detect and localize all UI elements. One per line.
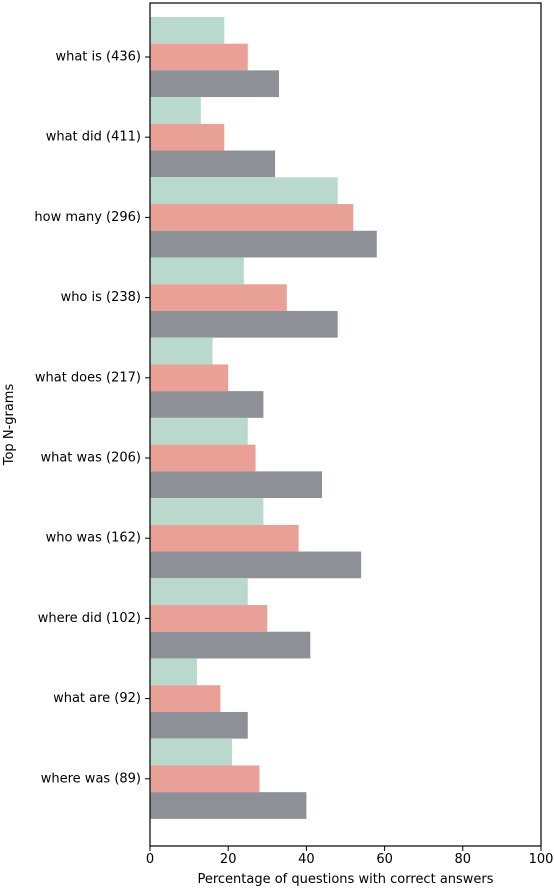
bar-2-7 (150, 524, 299, 552)
y-tick-label: what does (217) (35, 370, 141, 385)
x-tick-label: 80 (455, 852, 472, 867)
bar-3-6 (150, 471, 323, 499)
x-axis-label: Percentage of questions with correct ans… (197, 872, 493, 887)
y-tick-label: who is (238) (61, 290, 141, 305)
bar-2-4 (150, 284, 287, 311)
bar-2-9 (150, 685, 221, 712)
bar-1-4 (150, 257, 244, 285)
bar-3-8 (150, 631, 311, 659)
y-axis-label: Top N-grams (2, 384, 17, 467)
bar-3-7 (150, 551, 362, 579)
y-tick-label: what was (206) (40, 451, 141, 466)
bar-1-10 (150, 738, 233, 766)
bar-1-7 (150, 498, 264, 525)
x-tick-label: 40 (298, 852, 315, 867)
y-tick-label: where was (89) (41, 771, 141, 786)
y-tick-label: what are (92) (53, 691, 141, 706)
bar-1-6 (150, 417, 248, 445)
bar-3-5 (150, 391, 264, 418)
bar-1-1 (150, 16, 225, 44)
bar-2-6 (150, 444, 256, 472)
x-tick-label: 0 (146, 852, 154, 867)
bar-2-3 (150, 204, 354, 231)
bar-3-3 (150, 230, 377, 258)
y-tick-label: where did (102) (38, 611, 141, 626)
bar-2-10 (150, 765, 260, 793)
y-tick-label: how many (296) (34, 210, 141, 225)
x-axis: 0 20 40 60 80 100 (146, 846, 554, 867)
bar-1-9 (150, 658, 197, 686)
bar-2-2 (150, 123, 225, 151)
bar-2-5 (150, 364, 229, 392)
bar-1-8 (150, 578, 248, 606)
bar-3-9 (150, 711, 248, 739)
bar-1-5 (150, 337, 213, 365)
x-tick-label: 60 (376, 852, 393, 867)
bar-1-3 (150, 177, 338, 205)
x-tick-label: 20 (220, 852, 237, 867)
bar-3-1 (150, 70, 280, 98)
bar-3-2 (150, 150, 276, 178)
plot-frame (149, 2, 542, 847)
y-tick-label: who was (162) (46, 531, 141, 546)
y-tick-label: what is (436) (55, 50, 141, 65)
bar-1-2 (150, 97, 201, 124)
bar-2-8 (150, 605, 268, 632)
x-tick-label: 100 (529, 852, 554, 867)
bar-3-4 (150, 310, 338, 338)
bar-2-1 (150, 43, 248, 71)
y-tick-label: what did (411) (46, 130, 141, 145)
bar-3-10 (150, 792, 307, 819)
bars-layer (150, 16, 377, 819)
y-axis: what is (436) what did (411) how many (296… (34, 50, 150, 786)
